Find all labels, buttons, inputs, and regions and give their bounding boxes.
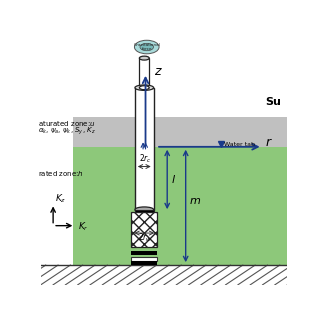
Ellipse shape <box>135 207 154 212</box>
Ellipse shape <box>140 86 149 90</box>
Text: $m$: $m$ <box>189 196 202 206</box>
Ellipse shape <box>134 40 159 54</box>
Text: $K_r$: $K_r$ <box>78 220 89 233</box>
Bar <box>140 58 149 88</box>
Ellipse shape <box>135 85 154 90</box>
Text: rated zone:$h$: rated zone:$h$ <box>38 169 84 178</box>
Text: $r$: $r$ <box>265 136 273 148</box>
Bar <box>132 212 157 247</box>
Text: Su: Su <box>265 98 281 108</box>
Text: $K_z$: $K_z$ <box>55 192 67 204</box>
Bar <box>135 210 154 212</box>
Text: $2r_c$: $2r_c$ <box>139 152 152 164</box>
Bar <box>132 261 157 265</box>
Bar <box>132 257 157 261</box>
Bar <box>132 251 157 255</box>
Text: $z$: $z$ <box>154 65 163 78</box>
Bar <box>41 265 287 285</box>
Bar <box>73 147 287 265</box>
Text: Gravitational
force: Gravitational force <box>133 43 160 51</box>
Bar <box>73 117 287 147</box>
Text: $\alpha_k$, $\psi_a$, $\psi_k$, $S_y$, $K_z$: $\alpha_k$, $\psi_a$, $\psi_k$, $S_y$, $… <box>38 126 96 138</box>
Text: $l$: $l$ <box>171 173 176 186</box>
Bar <box>41 38 287 117</box>
Text: $2r_w$: $2r_w$ <box>138 231 153 244</box>
Text: Water tab: Water tab <box>224 141 255 147</box>
Text: aturated zone:$u$: aturated zone:$u$ <box>38 119 96 128</box>
Bar <box>135 88 154 210</box>
Ellipse shape <box>140 56 149 60</box>
Ellipse shape <box>140 43 154 51</box>
